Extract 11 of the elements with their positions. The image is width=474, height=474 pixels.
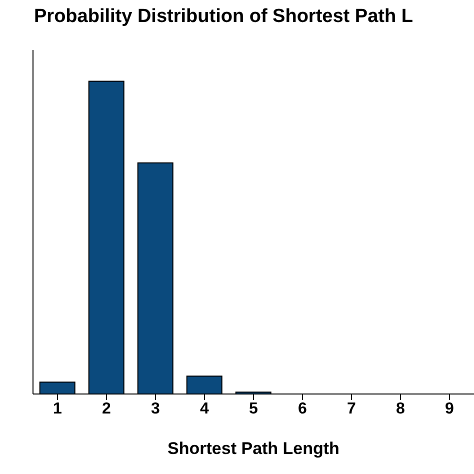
chart-title: Probability Distribution of Shortest Path L	[34, 6, 413, 28]
x-tick-label: 5	[249, 400, 258, 418]
x-tick-label: 4	[200, 400, 210, 418]
x-tick-label: 2	[102, 400, 112, 418]
x-axis-title: Shortest Path Length	[168, 439, 340, 458]
x-tick-label: 7	[347, 400, 356, 418]
x-tick-label: 6	[298, 400, 308, 418]
x-tick-label: 8	[396, 400, 406, 418]
x-tick-label: 1	[53, 400, 62, 418]
x-tick-label: 9	[445, 400, 454, 418]
x-tick-label: 3	[151, 400, 160, 418]
